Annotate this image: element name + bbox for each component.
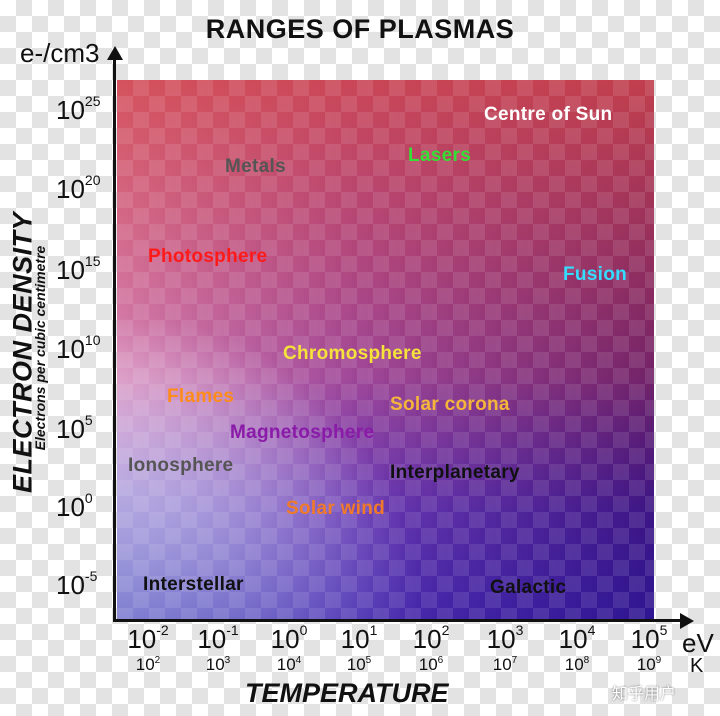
y-tick-label: 1020 xyxy=(56,172,101,204)
x-axis-arrow xyxy=(680,613,694,629)
y-tick-label: 1025 xyxy=(56,93,101,125)
x-tick-k-label: 104 xyxy=(276,655,302,674)
y-tick-label: 1015 xyxy=(56,253,101,285)
y-unit-label: e-/cm3 xyxy=(20,38,100,68)
plot-area xyxy=(117,80,654,620)
x-tick-ev-label: 104 xyxy=(558,622,596,654)
y-axis-subtitle: Electrons per cubic centimetre xyxy=(32,245,48,451)
x-tick-ev-label: 105 xyxy=(630,622,668,654)
x-tick-ev-label: 102 xyxy=(412,622,450,654)
region-label: Metals xyxy=(225,156,286,177)
y-tick-label: 10-5 xyxy=(56,568,98,600)
y-tick-label: 1010 xyxy=(56,332,101,364)
region-label: Chromosphere xyxy=(283,343,422,364)
region-label: Centre of Sun xyxy=(484,104,613,125)
chart-title: RANGES OF PLASMAS xyxy=(205,14,515,44)
x-tick-k-label: 103 xyxy=(205,655,231,674)
y-tick-label: 100 xyxy=(56,490,93,522)
watermark: 知乎用户 xyxy=(612,686,677,703)
x-tick-ev-label: 101 xyxy=(340,622,378,654)
x-tick-k-label: 108 xyxy=(564,655,590,674)
x-tick-ev-label: 10-1 xyxy=(197,622,239,654)
x-axis-line xyxy=(113,619,683,622)
y-axis-line xyxy=(113,52,116,622)
x-tick-k-label: 109 xyxy=(636,655,662,674)
region-label: Galactic xyxy=(490,577,567,598)
y-axis-arrow xyxy=(107,46,123,60)
x-tick-ev-label: 103 xyxy=(486,622,524,654)
x-tick-ev-label: 100 xyxy=(270,622,308,654)
region-label: Interplanetary xyxy=(390,462,520,483)
region-label: Lasers xyxy=(408,145,472,166)
region-label: Photosphere xyxy=(148,246,268,267)
x-tick-ev-label: 10-2 xyxy=(127,622,169,654)
x-unit-k: K xyxy=(690,655,704,677)
region-label: Solar corona xyxy=(390,394,510,415)
x-tick-k-label: 106 xyxy=(418,655,444,674)
region-label: Ionosphere xyxy=(128,455,234,476)
x-tick-k-label: 105 xyxy=(346,655,372,674)
x-tick-k-label: 102 xyxy=(135,655,161,674)
x-axis-title: TEMPERATURE xyxy=(245,678,449,708)
region-label: Interstellar xyxy=(143,574,244,595)
x-tick-k-label: 107 xyxy=(492,655,518,674)
y-tick-label: 105 xyxy=(56,412,93,444)
region-label: Flames xyxy=(167,386,235,407)
x-unit-ev: eV xyxy=(682,628,714,658)
region-label: Solar wind xyxy=(286,498,386,519)
region-label: Fusion xyxy=(563,264,628,285)
region-label: Magnetosphere xyxy=(230,422,375,443)
